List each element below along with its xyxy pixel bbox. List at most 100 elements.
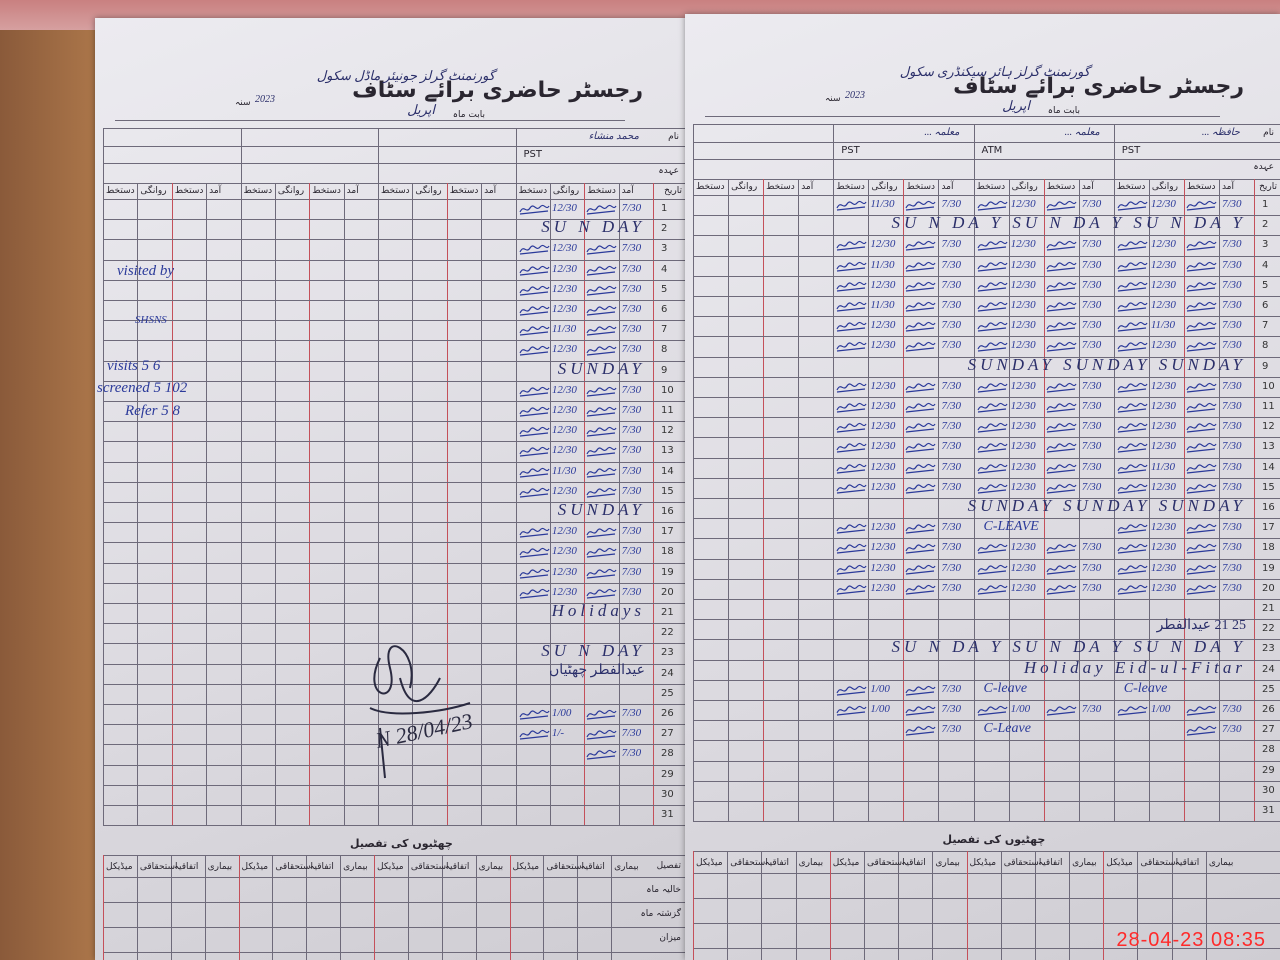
departure-signature	[1117, 322, 1148, 332]
departure-time: 11/30	[551, 323, 577, 336]
column-line	[549, 183, 551, 826]
arrival-signature	[1046, 544, 1077, 554]
arrival-time: 7/30	[1221, 278, 1242, 291]
row-date-number: 9	[661, 364, 668, 376]
leave-column-line	[204, 855, 206, 960]
arrival-time: 7/30	[1221, 703, 1242, 715]
ruling-line	[693, 179, 1280, 180]
row-line	[103, 259, 685, 261]
row-line	[103, 562, 685, 564]
arrival-signature	[905, 402, 936, 413]
row-date-number: 21	[1262, 603, 1275, 614]
arrival-signature	[1046, 423, 1077, 433]
arrival-time: 7/30	[941, 400, 961, 412]
row-line	[693, 518, 1280, 520]
departure-time: 12/30	[870, 581, 896, 594]
departure-time: 12/30	[1150, 198, 1176, 210]
arrival-time: 7/30	[941, 581, 961, 594]
register-title: رجسٹر حاضری برائے سٹاف	[953, 74, 1244, 99]
row-date-number: 18	[661, 546, 674, 558]
column-header: دستخط	[766, 182, 795, 192]
column-header: دستخط	[696, 182, 725, 192]
arrival-time: 7/30	[621, 202, 642, 214]
departure-time: 12/30	[1150, 581, 1176, 594]
departure-signature	[836, 281, 867, 292]
arrival-time: 7/30	[1221, 440, 1242, 453]
leave-column-header: اتفاقیہ	[444, 862, 470, 873]
column-line	[798, 179, 800, 822]
column-header: آمد	[621, 186, 634, 196]
row-date-number: 29	[661, 768, 674, 780]
row-date-number: 19	[1262, 562, 1275, 574]
departure-time: 12/30	[1010, 541, 1036, 554]
leave-column-header: استحقاقی	[139, 862, 178, 873]
row-date-number: 17	[661, 526, 674, 538]
departure-signature	[836, 402, 867, 413]
leave-column-header: اتفاقیہ	[580, 862, 605, 873]
date-column-header: تاریخ	[1259, 182, 1277, 192]
arrival-time: 7/30	[621, 404, 642, 416]
departure-time: 1/00	[870, 682, 890, 695]
arrival-time: 7/30	[621, 545, 642, 558]
side-note: SHSNS	[135, 314, 167, 326]
arrival-time: 7/30	[1221, 339, 1242, 352]
row-line	[103, 360, 685, 362]
departure-signature	[518, 406, 550, 417]
arrival-time: 7/30	[1081, 703, 1102, 715]
row-date-number: 18	[1262, 542, 1275, 554]
departure-signature	[1117, 463, 1148, 474]
arrival-time: 7/30	[1081, 460, 1102, 473]
row-date-number: 7	[661, 324, 668, 336]
row-line	[103, 643, 685, 645]
row-line	[103, 340, 685, 342]
departure-time: 12/30	[1150, 339, 1176, 352]
departure-signature	[836, 322, 867, 332]
arrival-signature	[905, 342, 936, 352]
row-line	[693, 336, 1280, 338]
leave-column-line	[136, 855, 138, 960]
departure-signature	[518, 326, 550, 336]
leave-column-header: اتفاقیہ	[1174, 858, 1200, 869]
group-divider	[378, 128, 379, 826]
arrival-signature	[586, 265, 617, 276]
arrival-signature	[1186, 483, 1217, 494]
column-line	[1078, 179, 1080, 822]
staff-designation: ATM	[981, 145, 1003, 156]
designation-label: عہدہ	[1253, 162, 1274, 172]
departure-time: 12/30	[551, 282, 577, 295]
departure-signature	[976, 342, 1008, 352]
row-date-number: 1	[1262, 199, 1269, 210]
row-note: SU N DA Y SU N DA Y SU N DA Y	[891, 213, 1246, 233]
departure-time: 12/30	[1010, 561, 1036, 574]
departure-time: 12/30	[1010, 379, 1036, 392]
arrival-signature	[905, 241, 936, 251]
departure-signature	[518, 588, 550, 599]
leave-details-title: چھٹیوں کی تفصیل	[942, 833, 1046, 847]
leave-column-line	[1171, 851, 1173, 960]
departure-time: 12/30	[870, 521, 896, 534]
departure-signature	[1117, 402, 1148, 413]
row-line	[693, 801, 1280, 802]
column-header: روانگی	[871, 182, 898, 192]
leave-column-line	[1205, 851, 1207, 960]
arrival-time: 7/30	[941, 339, 961, 352]
row-line	[693, 679, 1280, 681]
row-date-number: 9	[1262, 360, 1269, 372]
column-header: روانگی	[277, 186, 305, 196]
ruling-line	[103, 199, 685, 200]
row-note: عیدالفطر چھٹیاں	[549, 662, 645, 678]
departure-signature	[1117, 584, 1148, 595]
row-date-number: 30	[661, 788, 674, 800]
arrival-signature	[1186, 261, 1217, 272]
column-line	[1008, 179, 1010, 822]
departure-time: 12/30	[1010, 460, 1036, 473]
leave-column-line	[374, 855, 375, 960]
departure-signature	[836, 564, 867, 575]
column-line	[137, 183, 139, 826]
column-header: دستخط	[976, 182, 1006, 192]
month-value: اپریل	[407, 102, 435, 117]
departure-signature	[518, 730, 550, 740]
leave-column-line	[1034, 851, 1036, 960]
departure-signature	[836, 544, 867, 554]
departure-signature	[976, 584, 1008, 595]
